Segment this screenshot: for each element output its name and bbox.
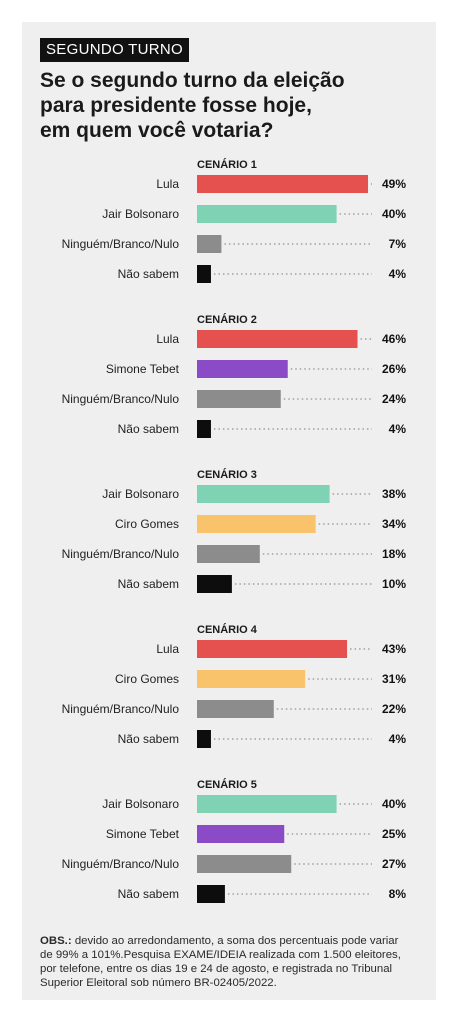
data-label: 24% <box>382 392 406 406</box>
bar <box>197 205 337 223</box>
category-label: Jair Bolsonaro <box>102 487 179 501</box>
data-label: 8% <box>389 887 407 901</box>
category-label: Não sabem <box>118 577 179 591</box>
bar <box>197 795 337 813</box>
category-label: Ninguém/Branco/Nulo <box>62 237 180 251</box>
category-label: Não sabem <box>118 887 179 901</box>
category-label: Ciro Gomes <box>115 672 179 686</box>
title-line: em quem você votaria? <box>40 119 274 142</box>
bar <box>197 670 306 688</box>
section-badge: SEGUNDO TURNO <box>40 38 189 62</box>
category-label: Ninguém/Branco/Nulo <box>62 702 180 716</box>
footnote-line: de 99% a 101%.Pesquisa EXAME/IDEIA reali… <box>40 949 401 961</box>
footnote-label: OBS.: <box>40 935 72 947</box>
footnote-line: por telefone, entre os dias 19 e 24 de a… <box>40 963 393 975</box>
scenario-title: CENÁRIO 5 <box>197 778 257 791</box>
bar <box>197 885 225 903</box>
category-label: Simone Tebet <box>106 362 180 376</box>
data-label: 10% <box>382 577 406 591</box>
bar <box>197 640 348 658</box>
data-label: 46% <box>382 332 406 346</box>
data-label: 31% <box>382 672 406 686</box>
bar <box>197 265 211 283</box>
category-label: Ninguém/Branco/Nulo <box>62 547 180 561</box>
category-label: Lula <box>156 332 179 346</box>
footnote-line: Superior Eleitoral sob número BR-02405/2… <box>40 977 277 989</box>
category-label: Jair Bolsonaro <box>102 797 179 811</box>
scenario-title: CENÁRIO 4 <box>197 623 258 636</box>
page-title: Se o segundo turno da eleição para presi… <box>40 68 430 143</box>
category-label: Não sabem <box>118 422 179 436</box>
bar <box>197 730 211 748</box>
category-label: Lula <box>156 177 179 191</box>
bar <box>197 175 368 193</box>
data-label: 4% <box>389 732 407 746</box>
footnote-text: devido ao arredondamento, a soma dos per… <box>71 935 399 947</box>
data-label: 49% <box>382 177 406 191</box>
data-label: 34% <box>382 517 406 531</box>
bar <box>197 360 288 378</box>
data-label: 27% <box>382 857 406 871</box>
bar <box>197 235 222 253</box>
bar <box>197 855 292 873</box>
data-label: 40% <box>382 797 406 811</box>
category-label: Ninguém/Branco/Nulo <box>62 392 180 406</box>
data-label: 4% <box>389 422 407 436</box>
category-label: Não sabem <box>118 732 179 746</box>
bar <box>197 825 285 843</box>
category-label: Lula <box>156 642 179 656</box>
bar <box>197 515 316 533</box>
data-label: 25% <box>382 827 406 841</box>
footnote: OBS.: devido ao arredondamento, a soma d… <box>40 934 424 990</box>
scenario-title: CENÁRIO 3 <box>197 468 257 481</box>
bar <box>197 390 281 408</box>
data-label: 7% <box>389 237 407 251</box>
footnote-line: OBS.: devido ao arredondamento, a soma d… <box>40 934 424 948</box>
bar <box>197 420 211 438</box>
category-label: Ninguém/Branco/Nulo <box>62 857 180 871</box>
category-label: Simone Tebet <box>106 827 180 841</box>
category-label: Ciro Gomes <box>115 517 179 531</box>
title-line: para presidente fosse hoje, <box>40 94 312 117</box>
scenario-title: CENÁRIO 2 <box>197 313 257 326</box>
bar <box>197 485 330 503</box>
bar <box>197 330 358 348</box>
data-label: 38% <box>382 487 406 501</box>
data-label: 18% <box>382 547 406 561</box>
data-label: 26% <box>382 362 406 376</box>
data-label: 43% <box>382 642 406 656</box>
bar <box>197 545 260 563</box>
bar <box>197 575 232 593</box>
title-line: Se o segundo turno da eleição <box>40 69 345 92</box>
data-label: 4% <box>389 267 407 281</box>
category-label: Não sabem <box>118 267 179 281</box>
data-label: 40% <box>382 207 406 221</box>
category-label: Jair Bolsonaro <box>102 207 179 221</box>
data-label: 22% <box>382 702 406 716</box>
scenario-title: CENÁRIO 1 <box>197 158 257 171</box>
bar <box>197 700 274 718</box>
